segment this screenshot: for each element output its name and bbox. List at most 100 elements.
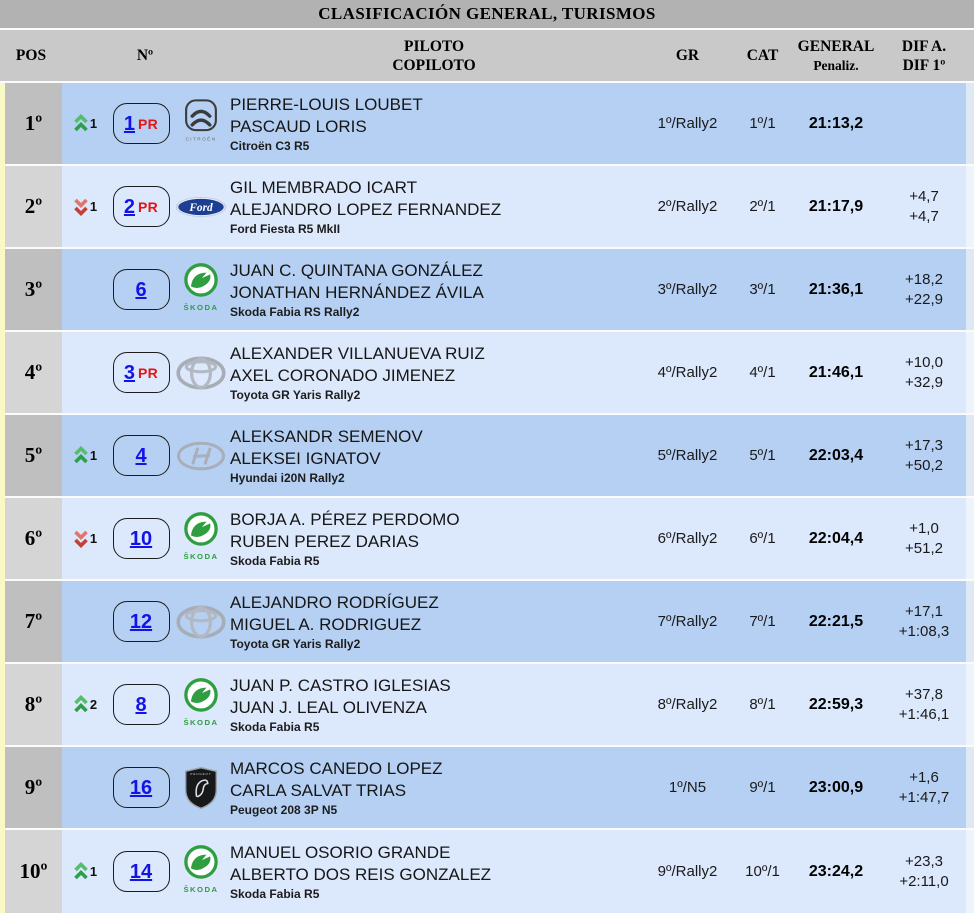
dif-previous: +18,2 [905,270,943,288]
dif-cell: +23,3 +2:11,0 [882,852,966,892]
driver-name: ALEJANDRO RODRÍGUEZ [230,593,439,612]
category-cell: 6º/1 [749,530,776,547]
page-title: CLASIFICACIÓN GENERAL, TURISMOS [0,0,974,30]
header-general: GENERAL Penaliz. [797,37,875,73]
dif-previous: +17,3 [905,436,943,454]
car-number-cell: 1 PR [108,103,174,144]
car-number-link[interactable]: 12 [129,610,153,633]
car-number-link[interactable]: 1 [123,112,136,135]
position-change: 1 [62,529,108,548]
driver-name: JUAN C. QUINTANA GONZÁLEZ [230,261,483,280]
double-chevron-up-icon [73,114,89,133]
header-category: CAT [746,47,779,64]
position-change-count: 1 [89,116,98,131]
priority-flag: PR [138,364,159,381]
svg-text:CITROËN: CITROËN [185,135,216,142]
table-row: 3º 6 [0,249,974,332]
right-edge-strip [966,747,974,828]
table-row: 7º 12 [0,581,974,664]
car-number-link[interactable]: 10 [129,527,153,550]
codriver-name: RUBEN PEREZ DARIAS [230,531,419,551]
dif-leader: +1:47,7 [898,788,950,806]
general-time: 21:17,9 [808,197,864,215]
category-cell: 3º/1 [749,281,776,298]
crew-cell: GIL MEMBRADO ICART ALEJANDRO LOPEZ FERNA… [228,177,640,236]
right-edge-strip [966,415,974,496]
position-cell: 6º [0,498,62,579]
car-number-link[interactable]: 14 [129,860,153,883]
general-time: 22:03,4 [808,446,864,464]
right-edge-strip [966,498,974,579]
codriver-name: JONATHAN HERNÁNDEZ ÁVILA [230,282,484,302]
hyundai-logo [176,441,226,471]
codriver-name: ALEJANDRO LOPEZ FERNANDEZ [230,199,502,219]
dif-previous: +23,3 [905,852,943,870]
codriver-name: CARLA SALVAT TRIAS [230,780,407,800]
car-model: Citroën C3 R5 [230,139,310,153]
group-cell: 7º/Rally2 [657,613,718,630]
category-cell: 8º/1 [749,696,776,713]
group-cell: 3º/Rally2 [657,281,718,298]
car-number-link[interactable]: 6 [135,278,147,301]
svg-text:ŠKODA: ŠKODA [183,718,218,727]
dif-leader: +50,2 [905,456,943,474]
car-number-link[interactable]: 8 [135,693,147,716]
dif-previous: +1,6 [909,768,939,786]
brand-logo-cell: CITROËN Ford ŠKODA [174,441,228,471]
driver-name: MANUEL OSORIO GRANDE [230,843,451,862]
right-edge-strip [966,581,974,662]
category-cell: 1º/1 [749,115,776,132]
position-cell: 7º [0,581,62,662]
position-cell: 8º [0,664,62,745]
position-cell: 4º [0,332,62,413]
brand-logo-cell: CITROËN Ford ŠKODA [174,262,228,318]
car-number-cell: 3 PR [108,352,174,393]
codriver-name: MIGUEL A. RODRIGUEZ [230,614,422,634]
svg-text:ŠKODA: ŠKODA [183,303,218,312]
group-cell: 4º/Rally2 [657,364,718,381]
car-number-link[interactable]: 3 [123,361,136,384]
brand-logo-cell: CITROËN Ford ŠKODA [174,766,228,810]
car-number-cell: 16 [108,767,174,808]
car-number-badge: 6 [112,269,170,310]
brand-logo-cell: CITROËN Ford ŠKODA [174,844,228,900]
car-model: Peugeot 208 3P N5 [230,803,338,817]
car-number-badge: 8 [112,684,170,725]
car-number-link[interactable]: 2 [123,195,136,218]
table-row: 1º 1 1 [0,83,974,166]
dif-leader: +1:08,3 [898,622,950,640]
car-number-link[interactable]: 16 [129,776,153,799]
header-pos: POS [15,47,47,64]
svg-text:Ford: Ford [188,202,213,214]
codriver-name: PASCAUD LORIS [230,116,367,136]
driver-name: ALEKSANDR SEMENOV [230,427,423,446]
category-cell: 2º/1 [749,198,776,215]
car-number-badge: 1 PR [112,103,170,144]
position-change-count: 1 [89,199,98,214]
general-time: 21:46,1 [808,363,864,381]
header-dif: DIF A. DIF 1º [901,37,947,74]
general-time: 23:00,9 [808,778,864,796]
dif-cell: +1,0 +51,2 [882,519,966,559]
crew-cell: MANUEL OSORIO GRANDE ALBERTO DOS REIS GO… [228,842,640,901]
svg-text:ŠKODA: ŠKODA [183,885,218,894]
general-time: 22:59,3 [808,695,864,713]
dif-leader: +22,9 [905,290,943,308]
position-cell: 3º [0,249,62,330]
car-number-link[interactable]: 4 [135,444,147,467]
group-cell: 1º/N5 [668,779,707,796]
driver-name: ALEXANDER VILLANUEVA RUIZ [230,344,485,363]
driver-name: JUAN P. CASTRO IGLESIAS [230,676,451,695]
crew-cell: PIERRE-LOUIS LOUBET PASCAUD LORIS Citroë… [228,94,640,153]
brand-logo-cell: CITROËN Ford ŠKODA [174,196,228,218]
car-number-badge: 16 [112,767,170,808]
dif-cell: +10,0 +32,9 [882,353,966,393]
driver-name: PIERRE-LOUIS LOUBET [230,95,423,114]
skoda-logo: ŠKODA [179,844,223,900]
codriver-name: AXEL CORONADO JIMENEZ [230,365,456,385]
car-number-cell: 12 [108,601,174,642]
group-cell: 5º/Rally2 [657,447,718,464]
ford-logo: Ford [175,196,227,218]
car-number-cell: 6 [108,269,174,310]
